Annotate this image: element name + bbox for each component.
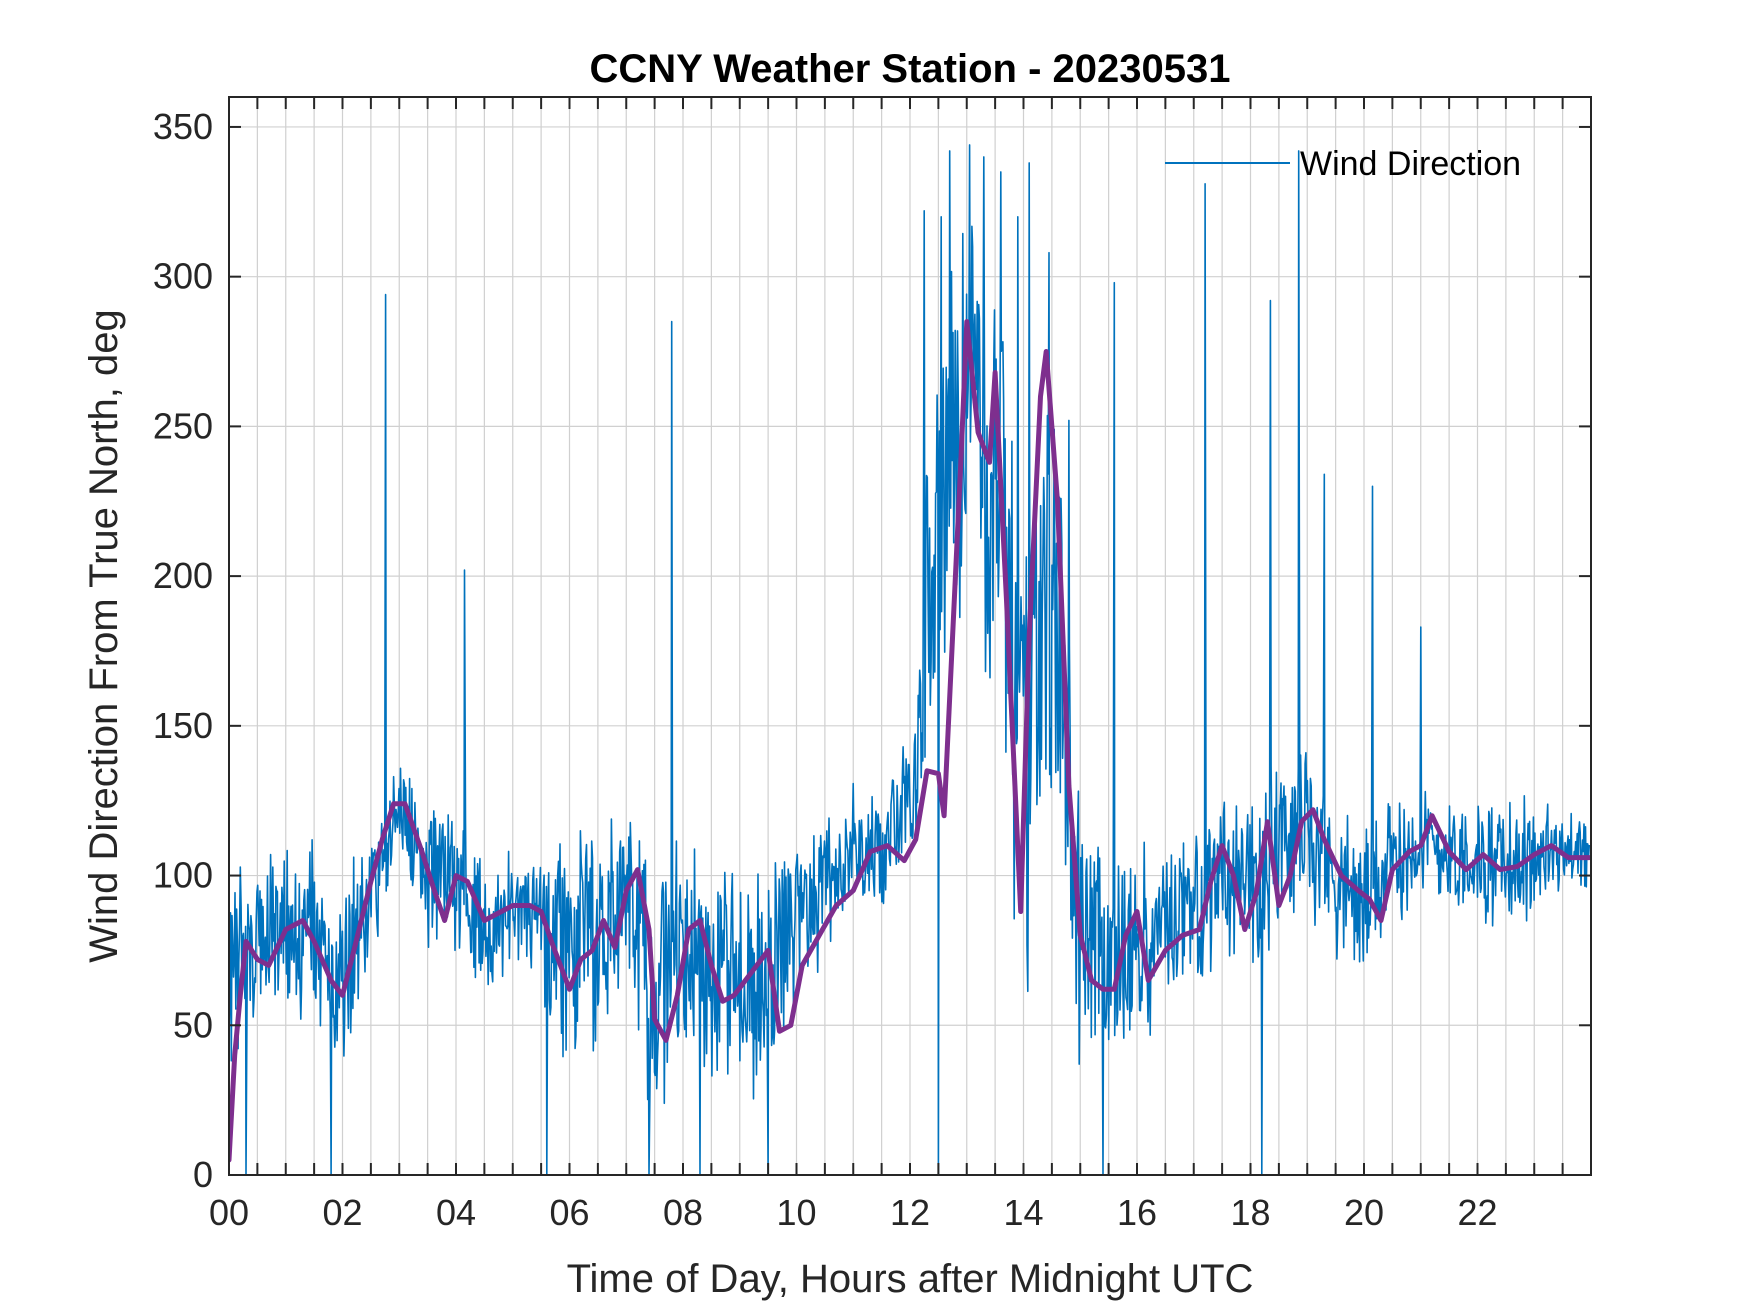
data-layer: [229, 144, 1591, 1175]
x-tick-label: 22: [1457, 1192, 1497, 1233]
smoothed-average-series: [229, 319, 1591, 1163]
y-tick-label: 50: [173, 1004, 213, 1045]
y-tick-label: 0: [193, 1154, 213, 1195]
ticks: 00 02 04 06 08 10 12 14 16 18 20 22 0 50 100 150 200 250 3…: [153, 97, 1591, 1233]
y-tick-label: 350: [153, 106, 213, 147]
x-tick-label: 12: [890, 1192, 930, 1233]
legend: Wind Direction: [1165, 145, 1521, 183]
y-tick-label: 200: [153, 555, 213, 596]
x-tick-label: 06: [549, 1192, 589, 1233]
y-tick-label: 300: [153, 256, 213, 297]
x-tick-label: 10: [776, 1192, 816, 1233]
x-tick-label: 00: [209, 1192, 249, 1233]
y-tick-label: 250: [153, 405, 213, 446]
x-tick-label: 20: [1344, 1192, 1384, 1233]
chart-title: CCNY Weather Station - 20230531: [590, 47, 1231, 91]
x-tick-label: 04: [436, 1192, 476, 1233]
x-tick-label: 18: [1230, 1192, 1270, 1233]
x-tick-label: 02: [322, 1192, 362, 1233]
wind-direction-series: [229, 144, 1591, 1175]
y-tick-label: 100: [153, 855, 213, 896]
x-tick-label: 08: [663, 1192, 703, 1233]
x-tick-label: 16: [1117, 1192, 1157, 1233]
y-axis-title: Wind Direction From True North, deg: [82, 309, 126, 963]
y-tick-label: 150: [153, 705, 213, 746]
legend-label: Wind Direction: [1300, 145, 1521, 183]
x-tick-label: 14: [1003, 1192, 1043, 1233]
x-axis-title: Time of Day, Hours after Midnight UTC: [567, 1257, 1254, 1301]
